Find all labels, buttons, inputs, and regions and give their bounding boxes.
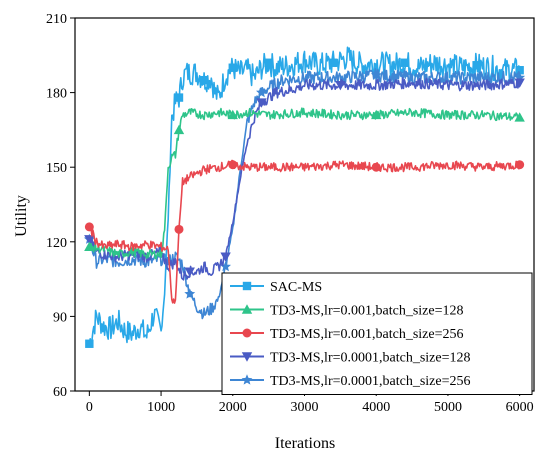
data-point <box>371 109 382 120</box>
legend: SAC-MS TD3-MS,lr=0.001,batch_size=128 TD3-… <box>221 272 533 395</box>
data-point <box>514 112 525 122</box>
data-point <box>199 75 209 85</box>
data-point <box>227 109 238 120</box>
legend-swatch-marker <box>241 374 253 385</box>
series-2 <box>84 159 525 304</box>
data-point <box>228 63 237 72</box>
data-point <box>256 98 267 108</box>
plot-area <box>83 46 526 348</box>
series-line <box>88 46 521 348</box>
data-point <box>335 80 346 91</box>
data-point <box>184 288 196 299</box>
y-tick-label: 120 <box>46 236 67 251</box>
data-point <box>264 58 273 67</box>
legend-box <box>221 272 533 395</box>
data-point <box>173 124 185 135</box>
legend-label: TD3-MS,lr=0.0001,batch_size=256 <box>270 374 470 389</box>
legend-label: TD3-MS,lr=0.001,batch_size=256 <box>270 327 463 342</box>
y-axis: 60 90 120 150 180 210 <box>46 12 75 400</box>
y-tick-label: 60 <box>53 385 67 400</box>
x-tick-label: 5000 <box>434 400 462 415</box>
series-line <box>88 107 521 260</box>
data-point <box>256 86 267 98</box>
x-tick-label: 1000 <box>147 400 175 415</box>
y-tick-label: 210 <box>46 12 67 27</box>
legend-item-2: TD3-MS,lr=0.001,batch_size=256 <box>230 327 463 342</box>
series-line <box>88 77 521 281</box>
x-tick-label: 6000 <box>506 400 534 415</box>
legend-swatch-marker <box>241 352 253 362</box>
data-point <box>184 267 195 277</box>
data-point <box>228 160 238 170</box>
data-point <box>84 222 94 232</box>
data-point <box>84 235 95 245</box>
series-3 <box>84 77 525 281</box>
legend-swatch-marker <box>242 328 252 338</box>
legend-item-1: TD3-MS,lr=0.001,batch_size=128 <box>230 304 463 319</box>
x-tick-label: 2000 <box>219 400 247 415</box>
data-point <box>514 78 525 88</box>
x-axis-label: Iterations <box>275 435 335 452</box>
legend-label: SAC-MS <box>270 280 322 295</box>
y-axis-label: Utility <box>13 195 30 237</box>
y-tick-label: 90 <box>53 310 67 325</box>
y-tick-label: 180 <box>46 87 67 102</box>
legend-item-4: TD3-MS,lr=0.0001,batch_size=256 <box>230 374 470 389</box>
data-point <box>370 69 382 80</box>
series-1 <box>84 107 525 260</box>
x-tick-label: 4000 <box>362 400 390 415</box>
data-point <box>472 61 481 70</box>
data-point <box>328 58 338 67</box>
x-tick-label: 3000 <box>291 400 319 415</box>
data-point <box>174 93 184 102</box>
data-point <box>400 58 410 67</box>
series-line <box>88 159 521 304</box>
legend-swatch-marker <box>241 304 253 314</box>
x-tick-label: 0 <box>86 400 93 415</box>
data-point <box>515 66 524 75</box>
data-point <box>220 252 231 262</box>
data-point <box>220 261 231 272</box>
x-axis: 0 1000 2000 3000 4000 5000 6000 <box>86 391 534 415</box>
legend-label: TD3-MS,lr=0.0001,batch_size=128 <box>270 351 470 366</box>
data-point <box>515 160 525 170</box>
data-point <box>174 224 184 234</box>
series-0 <box>85 46 524 348</box>
data-point <box>84 241 95 251</box>
y-tick-label: 150 <box>46 161 67 176</box>
data-point <box>371 162 381 172</box>
legend-item-0: SAC-MS <box>230 280 322 295</box>
data-point <box>85 339 94 348</box>
legend-label: TD3-MS,lr=0.001,batch_size=128 <box>270 304 463 319</box>
legend-swatch-marker <box>242 281 252 291</box>
legend-item-3: TD3-MS,lr=0.0001,batch_size=128 <box>230 351 470 366</box>
